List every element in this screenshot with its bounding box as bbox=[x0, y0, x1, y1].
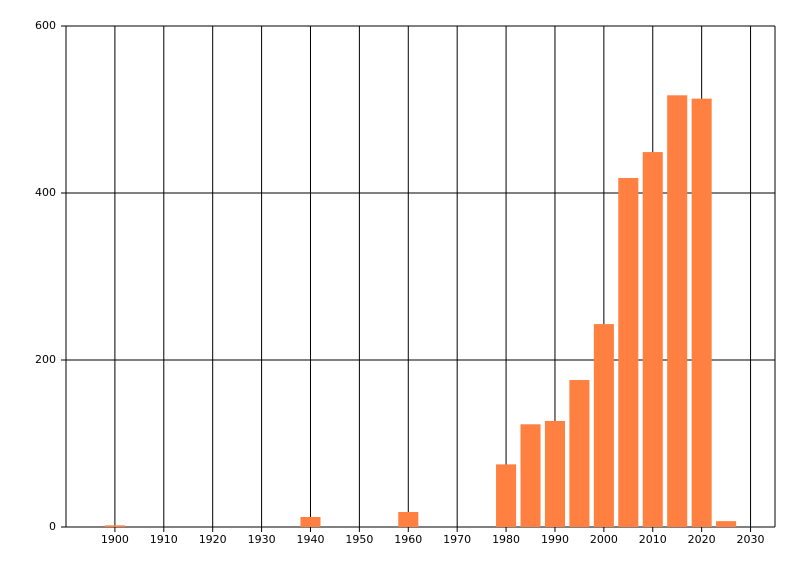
x-tick-label: 1920 bbox=[199, 533, 227, 546]
bar bbox=[716, 521, 737, 527]
bar bbox=[569, 380, 590, 527]
x-tick-label: 1970 bbox=[443, 533, 471, 546]
x-tick-label: 1930 bbox=[248, 533, 276, 546]
y-tick-label: 400 bbox=[35, 186, 56, 199]
x-tick-label: 2010 bbox=[639, 533, 667, 546]
bar bbox=[544, 420, 565, 527]
x-tick-label: 1910 bbox=[150, 533, 178, 546]
bar bbox=[104, 525, 125, 527]
y-tick-label: 0 bbox=[49, 520, 56, 533]
x-tick-label: 1980 bbox=[492, 533, 520, 546]
x-tick-label: 1990 bbox=[541, 533, 569, 546]
x-tick-label: 2000 bbox=[590, 533, 618, 546]
x-tick-label: 1900 bbox=[101, 533, 129, 546]
bar bbox=[520, 424, 541, 527]
bar bbox=[691, 98, 712, 528]
y-tick-label: 200 bbox=[35, 353, 56, 366]
bar bbox=[398, 511, 419, 527]
y-tick-label: 600 bbox=[35, 19, 56, 32]
bar bbox=[496, 464, 517, 527]
x-tick-label: 2030 bbox=[737, 533, 765, 546]
bar bbox=[618, 177, 639, 527]
x-tick-label: 1950 bbox=[345, 533, 373, 546]
x-tick-label: 1940 bbox=[296, 533, 324, 546]
bar bbox=[642, 152, 663, 527]
x-tick-label: 2020 bbox=[688, 533, 716, 546]
x-tick-label: 1960 bbox=[394, 533, 422, 546]
bar bbox=[593, 324, 614, 527]
bar bbox=[300, 516, 321, 527]
bar bbox=[667, 95, 688, 528]
